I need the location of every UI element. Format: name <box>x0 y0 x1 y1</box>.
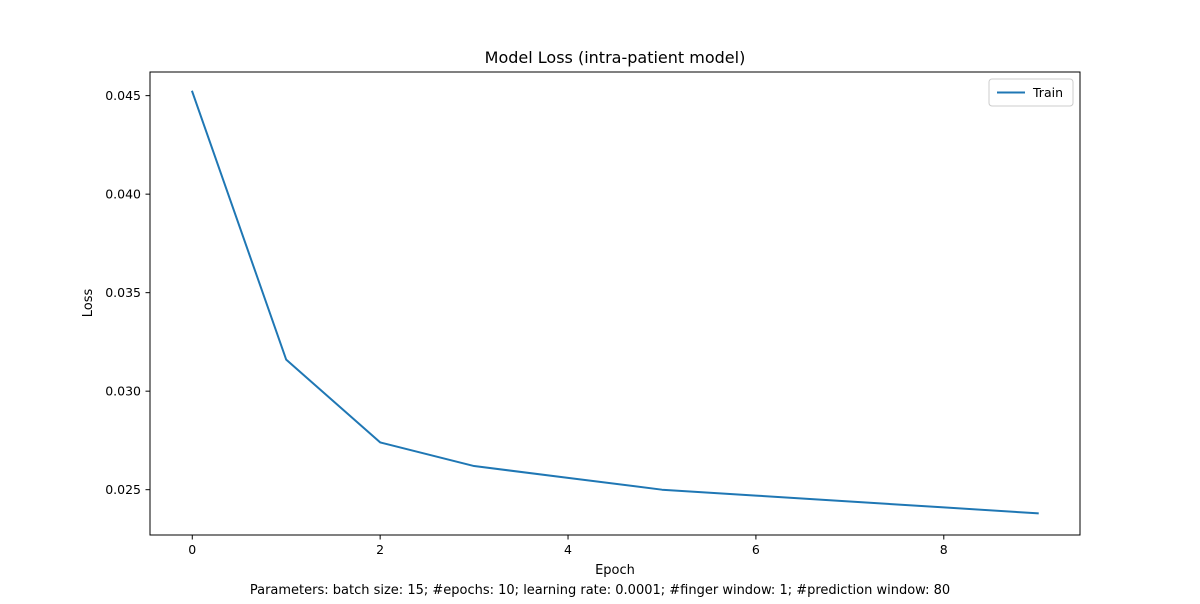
x-tick-label: 2 <box>376 542 384 557</box>
y-tick-label: 0.035 <box>105 285 141 300</box>
plot-frame <box>150 72 1080 535</box>
y-tick-label: 0.030 <box>105 384 141 399</box>
y-axis-label: Loss <box>81 289 96 318</box>
x-axis-label: Epoch <box>595 563 635 578</box>
y-tick-label: 0.045 <box>105 88 141 103</box>
parameters-caption: Parameters: batch size: 15; #epochs: 10;… <box>250 583 950 598</box>
legend-label: Train <box>1032 85 1063 100</box>
legend: Train <box>989 79 1073 106</box>
y-tick-label: 0.040 <box>105 187 141 202</box>
plot-area: 0 2 4 6 8 0.025 0.030 0.035 0.040 0.045 Train <box>105 72 1080 557</box>
series-line-train <box>192 92 1037 514</box>
x-tick-label: 4 <box>564 542 572 557</box>
x-tick-label: 0 <box>188 542 196 557</box>
x-tick-label: 6 <box>752 542 760 557</box>
x-tick-label: 8 <box>940 542 948 557</box>
y-tick-label: 0.025 <box>105 482 141 497</box>
chart-title: Model Loss (intra-patient model) <box>485 48 746 67</box>
